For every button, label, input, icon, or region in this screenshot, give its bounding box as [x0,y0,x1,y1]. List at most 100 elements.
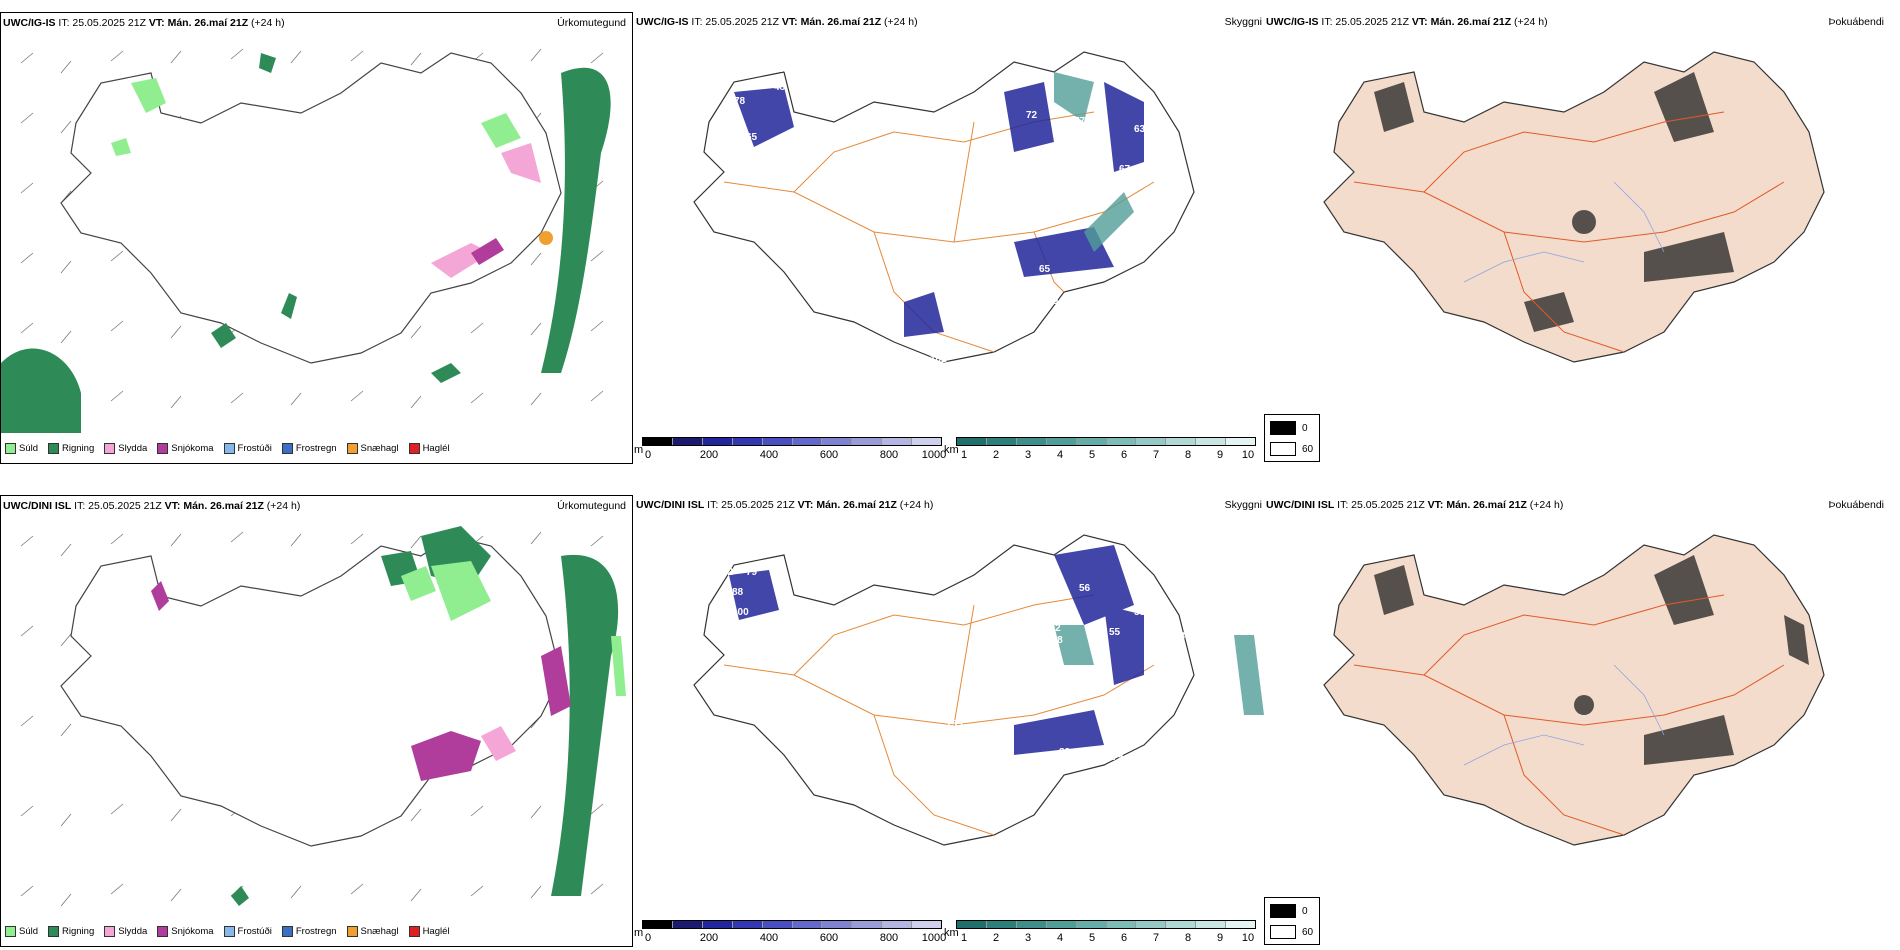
valid-time: VT: Mán. 26.maí 21Z [797,499,897,511]
legend-item-rain: Rigning [48,442,94,454]
field-name: Úrkomutegund [557,500,626,512]
visibility-unit: km [944,444,959,456]
init-time: IT: 25.05.2025 21Z [1321,16,1409,28]
panel-header: UWC/IG-IS IT: 25.05.2025 21Z VT: Mán. 26… [1266,16,1894,30]
cloudbase-unit: m [634,444,644,456]
model-name: UWC/DINI ISL [1266,499,1335,511]
fog-legend-low: 0 [1302,905,1308,917]
cloudbase-tick: 800 [879,932,899,944]
cloudbase-tick: 200 [699,449,719,461]
cloudbase-label: 65 [746,132,758,143]
cloudbase-label: 142 [1034,771,1051,782]
lead-time: (+24 h) [884,16,918,28]
cloudbase-label: 168 [1046,635,1063,646]
cloudbase-label: 56 [1079,583,1091,594]
drizzle-areas [111,78,521,156]
cloudbase-label: 140 [1014,288,1031,299]
visibility-tick: 7 [1152,449,1160,461]
fog-legend: 0 60 [1264,897,1320,945]
cloudbase-label: 59 [1039,587,1051,598]
visibility-areas [1054,625,1264,715]
model-name: UWC/IG-IS [3,17,56,29]
precip-type-legend: Súld Rigning Slydda Snjókoma Frostúði Fr… [5,922,450,940]
visibility-tick: 3 [1024,932,1032,944]
panel-header: UWC/IG-IS IT: 25.05.2025 21Z VT: Mán. 26… [3,17,626,31]
visibility-tick: 4 [1056,932,1064,944]
cloudbase-tick: 600 [819,449,839,461]
cloud-panel-row2: UWC/DINI ISL IT: 25.05.2025 21Z VT: Mán.… [634,495,1264,947]
cloudbase-unit: m [634,927,644,939]
cloudbase-label: 168 [1054,296,1071,307]
legend-item-rain: Rigning [48,925,94,937]
cloudbase-label: 63 [1134,124,1146,135]
visibility-tick: 1 [960,449,968,461]
cloudbase-label: 155 [946,719,963,730]
model-name: UWC/DINI ISL [3,500,72,512]
panel-header: UWC/IG-IS IT: 25.05.2025 21Z VT: Mán. 26… [636,16,1264,30]
visibility-tick: 6 [1120,449,1128,461]
visibility-tick: 9 [1216,449,1224,461]
cloudbase-label: 94 [1019,755,1031,766]
visibility-tick: 10 [1241,449,1255,461]
fog-legend-high: 60 [1302,926,1314,938]
lead-time: (+24 h) [1514,16,1548,28]
cloudbase-label: 72 [984,697,996,708]
legend-item-sleet: Slydda [104,925,147,937]
field-name: Úrkomutegund [557,17,626,29]
drizzle-areas [401,561,626,696]
cloudbase-tick: 800 [879,449,899,461]
panel-header: UWC/DINI ISL IT: 25.05.2025 21Z VT: Mán.… [3,500,626,514]
cloudbase-label: 102 [930,354,947,365]
precip-map [1,48,611,433]
visibility-tick: 2 [992,449,1000,461]
fog-legend: 0 60 [1264,414,1320,462]
cloudbase-colorbar [642,920,942,929]
iceland-coastline [60,535,562,847]
fog-rivers [1463,181,1665,283]
fog-roads [1353,594,1785,836]
cloudbase-label: 55 [1109,627,1121,638]
cloudbase-label: 72 [1026,110,1038,121]
cloudbase-tick: 0 [644,932,652,944]
fog-rivers [1463,664,1665,766]
valid-time: VT: Mán. 26.maí 21Z [1411,16,1512,28]
init-time: IT: 25.05.2025 21Z [1337,499,1425,511]
fog-map [1323,534,1825,846]
sleet-snow-areas [431,143,553,278]
cloudbase-map: 110 58 48 78 65 93 72 77 90 63 67 65 81 … [693,51,1195,365]
cloudbase-label: 100 [732,607,749,618]
panel-header: UWC/DINI ISL IT: 25.05.2025 21Z VT: Mán.… [636,499,1264,513]
cloudbase-tick: 1000 [921,449,947,461]
init-time: IT: 25.05.2025 21Z [58,17,146,29]
fog-panel-row2: UWC/DINI ISL IT: 25.05.2025 21Z VT: Mán.… [1264,495,1900,947]
cloudbase-label: 65 [1039,264,1051,275]
precip-map [20,526,626,907]
cloudbase-label: 55 [1134,607,1146,618]
cloudbase-label: 78 [734,96,746,107]
cloudbase-colorbar [642,437,942,446]
visibility-tick: 5 [1088,449,1096,461]
iceland-coastline [693,51,1195,363]
rain-areas [1,53,611,433]
cloudbase-label: 88 [904,354,916,365]
cloudbase-labels: 110 58 48 78 65 93 72 77 90 63 67 65 81 … [734,64,1146,365]
legend-item-freezing-drizzle: Frostúði [223,925,272,937]
model-name: UWC/IG-IS [636,16,689,28]
visibility-tick: 10 [1241,932,1255,944]
cloudbase-label: 90 [1034,154,1046,165]
precip-panel-row1: UWC/IG-IS IT: 25.05.2025 21Z VT: Mán. 26… [0,12,633,464]
cloudbase-map: 72 79 88 100 59 56 102 168 55 55 53 72 9… [693,534,1264,846]
model-name: UWC/IG-IS [1266,16,1319,28]
low-cloud-areas [729,545,1144,755]
valid-time: VT: Mán. 26.maí 21Z [781,16,882,28]
legend-item-freezing-rain: Frostregn [281,442,337,454]
lead-time: (+24 h) [266,500,301,512]
cloudbase-label: 88 [732,587,744,598]
lead-time: (+24 h) [899,499,934,511]
cloudbase-label: 58 [744,82,756,93]
field-name: Skyggni [1224,499,1262,511]
cloudbase-label: 93 [804,124,816,135]
field-name: Þokuábendi [1828,499,1884,511]
cloudbase-tick: 400 [759,932,779,944]
cloudbase-label: 82 [1059,747,1071,758]
